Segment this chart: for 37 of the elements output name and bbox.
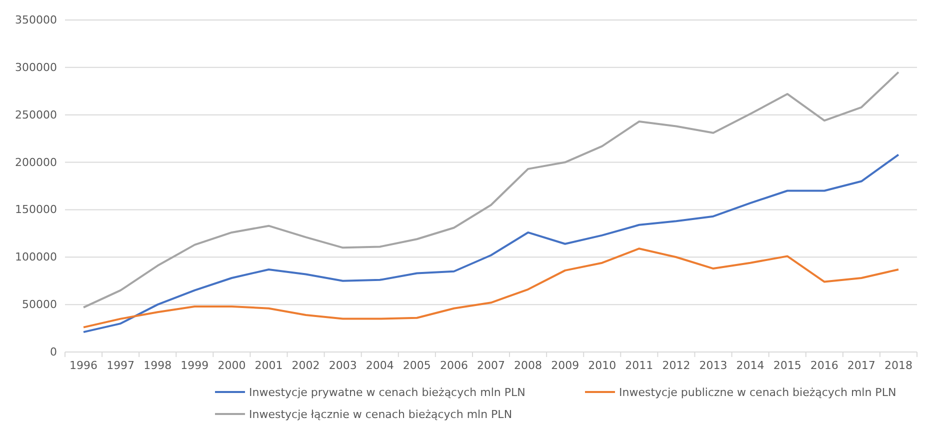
x-tick-label: 2018	[884, 358, 912, 372]
x-tick-label: 2016	[810, 358, 838, 372]
legend-label: Inwestycje publiczne w cenach bieżących mln PLN	[619, 386, 896, 399]
x-tick-label: 2004	[366, 358, 394, 372]
x-tick-label: 2011	[625, 358, 654, 372]
x-tick-label: 2010	[588, 358, 616, 372]
line-series	[82, 71, 900, 308]
x-tick-label: 2012	[662, 358, 690, 372]
y-tick-label: 100000	[15, 250, 57, 264]
x-tick-label: 2008	[514, 358, 542, 372]
x-tick-label: 1997	[106, 358, 135, 372]
x-tick-label: 2005	[402, 358, 431, 372]
x-tick-label: 2000	[218, 358, 246, 372]
x-tick-label: 2003	[328, 358, 357, 372]
x-tick-label: 2001	[254, 358, 283, 372]
line-series	[82, 154, 900, 334]
x-tick-label: 2013	[699, 358, 728, 372]
line-series	[82, 248, 900, 328]
legend-label: Inwestycje łącznie w cenach bieżących mln PLN	[249, 408, 512, 421]
y-tick-label: 200000	[15, 156, 57, 169]
x-tick-label: 2014	[736, 358, 764, 372]
x-tick-label: 2009	[551, 358, 580, 372]
y-tick-label: 0	[50, 346, 57, 359]
x-tick-label: 1996	[70, 358, 98, 372]
y-tick-label: 250000	[15, 108, 57, 122]
x-tick-label: 2017	[847, 358, 876, 372]
y-tick-label: 150000	[15, 203, 57, 216]
y-tick-label: 50000	[22, 298, 57, 312]
x-tick-label: 2006	[440, 358, 468, 372]
x-tick-label: 1999	[180, 358, 209, 372]
y-tick-label: 300000	[15, 60, 57, 74]
x-tick-label: 2002	[292, 358, 320, 372]
y-tick-label: 350000	[15, 14, 57, 27]
x-tick-label: 1998	[144, 358, 172, 372]
legend-label: Inwestycje prywatne w cenach bieżących mln PLN	[249, 386, 526, 399]
x-tick-label: 2015	[773, 358, 802, 372]
x-tick-label: 2007	[477, 358, 505, 372]
